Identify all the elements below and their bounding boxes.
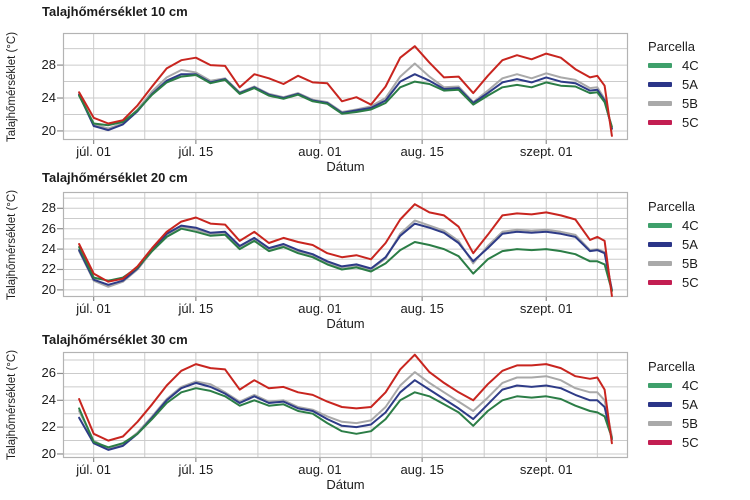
chart-title: Talajhőmérséklet 30 cm [42,332,188,347]
x-axis-title: Dátum [326,159,365,174]
y-tick-label: 26 [41,365,56,381]
y-tick-label: 28 [41,200,56,216]
legend-item: 5C [648,433,748,452]
legend-item: 5A [648,75,748,94]
legend-label: 5C [682,115,699,130]
legend-label: 5B [682,256,698,271]
legend-label: 5A [682,77,698,92]
legend-swatch-5C [648,120,672,125]
legend-swatch-5B [648,421,672,426]
legend-swatch-4C [648,63,672,68]
legend-swatch-5A [648,402,672,407]
y-tick-label: 20 [41,445,56,461]
x-axis-title: Dátum [326,316,365,331]
legend-item: 4C [648,56,748,75]
y-tick-label: 24 [41,392,56,408]
x-tick-label: aug. 15 [400,144,444,159]
legend-swatch-4C [648,223,672,228]
series-line-4C [78,387,613,449]
x-tick-label: aug. 15 [400,301,444,316]
legend-label: 5A [682,397,698,412]
legend-title: Parcella [648,39,695,54]
plot-svg [57,191,629,301]
y-tick-label: 26 [41,220,56,236]
legend-swatch-5B [648,101,672,106]
y-tick-label: 22 [41,419,56,435]
legend-label: 5C [682,435,699,450]
y-tick-label: 22 [41,261,56,277]
x-tick-label: júl. 15 [178,301,214,316]
x-tick-label: aug. 01 [298,462,342,477]
legend-label: 4C [682,378,699,393]
chart-title: Talajhőmérséklet 10 cm [42,4,188,19]
plot-border [62,351,629,459]
x-tick-label: aug. 01 [298,301,342,316]
legend-label: 5B [682,416,698,431]
plot-border [62,32,629,141]
series-line-5B [78,371,613,450]
series-line-5C [78,45,613,137]
legend-swatch-5B [648,261,672,266]
series-line-4C [78,74,613,128]
x-tick-label: júl. 15 [178,144,214,159]
legend-swatch-5A [648,242,672,247]
series-line-5B [78,62,613,131]
legend-item: 4C [648,376,748,395]
series-line-5C [78,203,613,297]
y-tick-label: 28 [41,57,56,73]
legend-item: 5B [648,94,748,113]
legend-item: 5B [648,254,748,273]
series-line-5A [78,73,613,132]
series-line-4C [78,227,613,292]
legend-item: 5C [648,113,748,132]
y-tick-label: 24 [41,241,56,257]
legend: Parcella 4C 5A 5B 5C [648,358,748,452]
x-tick-label: szept. 01 [519,144,573,159]
x-tick-label: júl. 01 [76,462,111,477]
x-tick-label: aug. 15 [400,462,444,477]
x-tick-label: aug. 01 [298,144,342,159]
y-tick-label: 20 [41,122,56,138]
legend-item: 5A [648,235,748,254]
legend-label: 4C [682,58,699,73]
legend-swatch-4C [648,383,672,388]
legend-item: 5A [648,395,748,414]
y-tick-label: 20 [41,281,56,297]
x-tick-label: júl. 15 [178,462,214,477]
x-tick-label: júl. 01 [76,301,111,316]
series-line-5A [78,222,613,291]
legend: Parcella 4C 5A 5B 5C [648,38,748,132]
legend-item: 5B [648,414,748,433]
x-tick-label: júl. 01 [76,144,111,159]
legend-item: 4C [648,216,748,235]
legend-swatch-5C [648,280,672,285]
x-tick-label: szept. 01 [519,462,573,477]
series-line-5A [78,379,613,451]
plot-svg [57,32,629,144]
plot-svg [57,351,629,462]
y-tick-label: 24 [41,90,56,106]
legend-swatch-5A [648,82,672,87]
legend-title: Parcella [648,359,695,374]
legend-label: 5B [682,96,698,111]
series-line-5C [78,353,613,445]
legend-title: Parcella [648,199,695,214]
x-tick-label: szept. 01 [519,301,573,316]
legend-item: 5C [648,273,748,292]
legend-swatch-5C [648,440,672,445]
chart-title: Talajhőmérséklet 20 cm [42,170,188,185]
legend-label: 5C [682,275,699,290]
legend-label: 4C [682,218,699,233]
legend: Parcella 4C 5A 5B 5C [648,198,748,292]
legend-label: 5A [682,237,698,252]
x-axis-title: Dátum [326,477,365,492]
plot-border [62,191,629,298]
